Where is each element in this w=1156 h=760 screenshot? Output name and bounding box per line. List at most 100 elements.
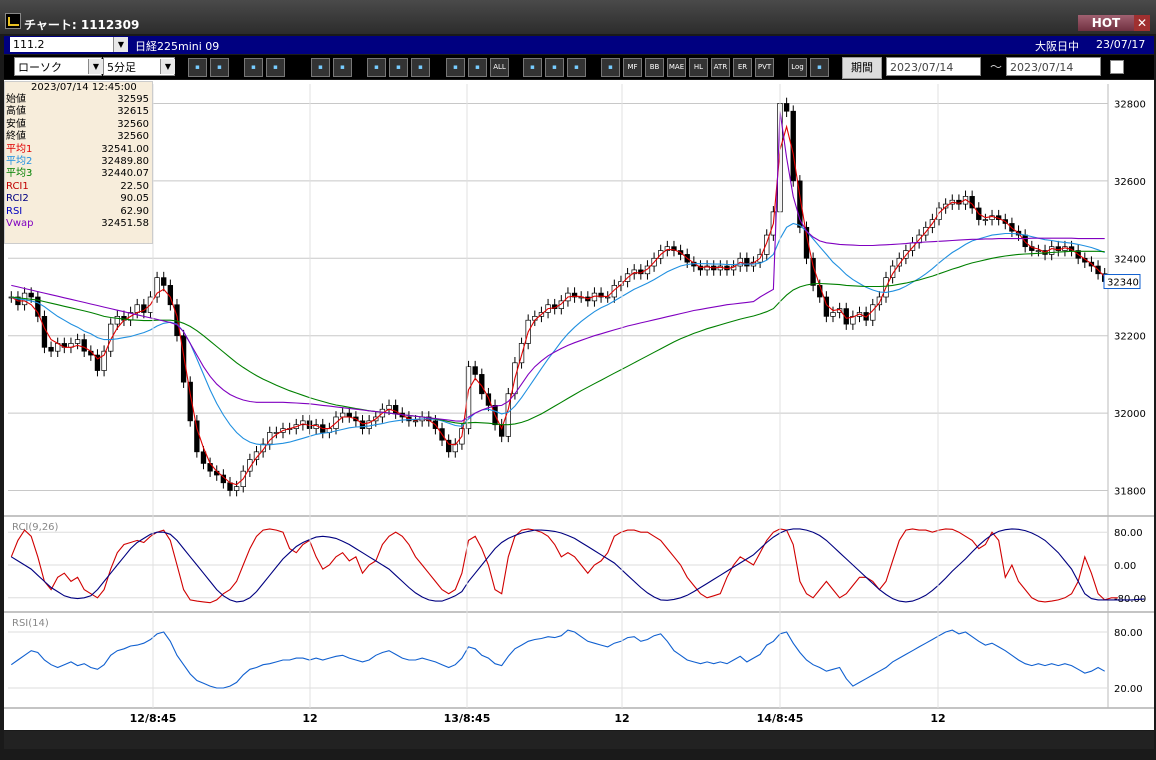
- chevron-down-icon[interactable]: ▼: [160, 59, 175, 74]
- toolbar-button-log[interactable]: Log: [788, 58, 807, 77]
- symbol-bar: [4, 36, 1154, 54]
- x-tick-label: 12: [614, 712, 629, 725]
- toolbar-button-er[interactable]: ER: [733, 58, 752, 77]
- date-from-input[interactable]: 2023/07/14: [886, 57, 981, 76]
- undo-icon[interactable]: ▪: [411, 58, 430, 77]
- info-row: RSI 62.90: [5, 206, 152, 218]
- rci-title: RCI(9,26): [12, 522, 59, 533]
- toolbar-button-atr[interactable]: ATR: [711, 58, 730, 77]
- chevron-down-icon[interactable]: ▼: [88, 59, 103, 74]
- candle-body: [618, 281, 624, 286]
- wrench-icon[interactable]: ▪: [545, 58, 564, 77]
- toolbar-button-pvt[interactable]: PVT: [755, 58, 774, 77]
- hot-button[interactable]: HOT: [1078, 15, 1134, 31]
- candle-body: [346, 412, 352, 418]
- info-row: 平均3 32440.07: [5, 168, 152, 180]
- x-tick-label: 12: [302, 712, 317, 725]
- candle-body: [836, 308, 843, 313]
- candle-body: [35, 296, 41, 317]
- candle-body: [339, 412, 346, 418]
- close-icon[interactable]: ✕: [1134, 15, 1150, 31]
- window-title: チャート: 1112309: [24, 18, 140, 32]
- candle-body: [783, 103, 790, 112]
- color-icon[interactable]: ▪: [567, 58, 586, 77]
- y-tick-label: 32200: [1114, 332, 1146, 343]
- chart-app-icon: [5, 13, 21, 29]
- time-scrollbar[interactable]: [4, 731, 1154, 749]
- candle-body: [114, 316, 121, 325]
- toolbar-button-hl[interactable]: HL: [689, 58, 708, 77]
- edit-icon[interactable]: ▪: [367, 58, 386, 77]
- info-row: 終値 32560: [5, 131, 152, 143]
- toolbar-button-all[interactable]: ALL: [490, 58, 509, 77]
- info-row: 高値 32615: [5, 106, 152, 118]
- info-value: 62.90: [120, 205, 149, 217]
- candle-body: [830, 312, 836, 317]
- bar-icon[interactable]: ▪: [468, 58, 487, 77]
- cursor-icon[interactable]: ▪: [210, 58, 229, 77]
- print-icon[interactable]: ▪: [810, 58, 829, 77]
- select-icon[interactable]: ▪: [389, 58, 408, 77]
- tools-icon[interactable]: ▪: [523, 58, 542, 77]
- search-icon[interactable]: ▪: [188, 58, 207, 77]
- candle-body: [843, 308, 849, 325]
- last-price-label: 32340: [1107, 278, 1139, 289]
- date-to-input[interactable]: 2023/07/14: [1006, 57, 1101, 76]
- info-value: 32615: [117, 106, 149, 118]
- candle-icon[interactable]: ▪: [446, 58, 465, 77]
- zoom-icon[interactable]: ▪: [266, 58, 285, 77]
- candle-body: [180, 335, 187, 383]
- x-tick-label: 13/8:45: [444, 712, 491, 725]
- chevron-down-icon[interactable]: ▼: [113, 37, 128, 52]
- info-label: 平均1: [6, 143, 33, 155]
- info-value: 32560: [117, 118, 149, 130]
- interval-select[interactable]: 5分足: [103, 57, 175, 76]
- info-value: 90.05: [120, 193, 149, 205]
- info-row: RCI2 90.05: [5, 193, 152, 205]
- candle-body: [1022, 234, 1028, 248]
- toolbar-button-mf[interactable]: MF: [623, 58, 642, 77]
- candle-body: [803, 226, 810, 259]
- info-label: RSI: [6, 205, 23, 217]
- candle-body: [101, 350, 107, 371]
- checkbox[interactable]: [1110, 60, 1124, 74]
- x-axis-band: [4, 709, 1154, 730]
- ma-平均2-line: [11, 222, 1105, 446]
- compare-icon[interactable]: ▪: [311, 58, 330, 77]
- candle-body: [850, 316, 856, 325]
- x-tick-label: 12/8:45: [130, 712, 177, 725]
- toolbar-button-bb[interactable]: BB: [645, 58, 664, 77]
- candle-body: [631, 269, 637, 275]
- candle-body: [485, 393, 492, 406]
- candle-body: [359, 420, 366, 429]
- rci-tick-label: -80.00: [1114, 594, 1146, 605]
- toolbar-button-mae[interactable]: MAE: [667, 58, 686, 77]
- y-tick-label: 32600: [1114, 177, 1146, 188]
- ma-平均1-line: [11, 124, 1106, 486]
- candle-body: [744, 257, 750, 267]
- candle-body: [227, 482, 233, 491]
- candle-body: [598, 292, 604, 298]
- candle-body: [412, 420, 419, 423]
- sort-icon[interactable]: ▪: [601, 58, 620, 77]
- candle-body: [1009, 223, 1015, 232]
- candle-body: [942, 203, 949, 209]
- y-tick-label: 31800: [1114, 487, 1146, 498]
- info-label: 始値: [6, 94, 26, 105]
- period-button[interactable]: 期間: [842, 57, 882, 79]
- chart-type-select[interactable]: ローソク: [14, 57, 102, 76]
- candle-body: [704, 265, 710, 271]
- symbol-code-input[interactable]: 111.2: [10, 37, 113, 52]
- info-row: Vwap 32451.58: [5, 218, 152, 230]
- candle-body: [260, 443, 266, 453]
- y-tick-label: 32800: [1114, 99, 1146, 110]
- info-icon[interactable]: ▪: [333, 58, 352, 77]
- info-label: Vwap: [6, 217, 34, 229]
- info-value: 32560: [117, 131, 149, 143]
- draw-icon[interactable]: ▪: [244, 58, 263, 77]
- candle-body: [74, 339, 81, 344]
- y-tick-label: 32400: [1114, 254, 1146, 265]
- info-datetime: 2023/07/14 12:45:00: [31, 82, 137, 93]
- rci-tick-label: 0.00: [1114, 561, 1136, 572]
